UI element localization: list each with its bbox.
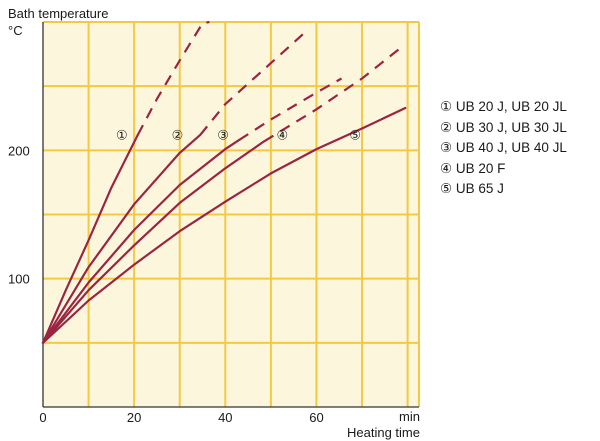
- legend-marker: ③: [440, 140, 453, 155]
- curve-solid-5: [41, 106, 407, 344]
- curve-solid-4: [41, 140, 266, 344]
- legend-label: UB 40 J, UB 40 JL: [455, 140, 567, 155]
- y-axis-label: Bath temperature: [8, 6, 108, 21]
- legend-marker: ②: [440, 119, 453, 135]
- legend-label: UB 30 J, UB 30 JL: [455, 119, 567, 135]
- x-axis-unit: min: [399, 409, 420, 424]
- legend-item: ③ UB 40 J, UB 40 JL: [440, 138, 567, 159]
- y-tick-label: 200: [8, 143, 30, 158]
- y-axis-unit: °C: [8, 23, 23, 38]
- legend-item: ② UB 30 J, UB 30 JL: [440, 118, 567, 139]
- legend-marker: ⑤: [440, 181, 453, 196]
- grid: [42, 21, 420, 408]
- curve-markers: ① ② ③ ④ ⑤: [116, 127, 361, 142]
- curve-solid-2: [41, 133, 202, 344]
- curve-dashed-1: [136, 20, 210, 136]
- curve-marker-4: ④: [276, 127, 288, 142]
- y-tick-label: 100: [8, 272, 30, 287]
- x-tick-label: 0: [39, 410, 46, 425]
- curve-dashed-3: [238, 77, 343, 142]
- curve-dashed-2: [199, 31, 306, 136]
- legend-item: ④ UB 20 F: [440, 159, 567, 180]
- curve-marker-5: ⑤: [349, 127, 361, 142]
- legend-marker: ①: [440, 99, 453, 114]
- x-tick-label: 60: [309, 410, 323, 425]
- legend-label: UB 65 J: [455, 181, 504, 196]
- x-tick-label: 40: [218, 410, 232, 425]
- tick-labels: 0 20 40 60 100 200: [8, 143, 324, 425]
- curve-solid-1: [41, 133, 139, 344]
- curve-solid-3: [41, 139, 241, 344]
- legend-item: ① UB 20 J, UB 20 JL: [440, 97, 567, 118]
- curve-marker-2: ②: [172, 127, 184, 142]
- curve-marker-1: ①: [116, 127, 128, 142]
- curves: [41, 20, 407, 344]
- legend: ① UB 20 J, UB 20 JL ② UB 30 J, UB 30 JL …: [440, 97, 567, 200]
- curve-marker-3: ③: [217, 127, 229, 142]
- x-tick-label: 20: [127, 410, 141, 425]
- legend-label: UB 20 J, UB 20 JL: [455, 99, 567, 114]
- x-axis-label: Heating time: [347, 425, 420, 440]
- legend-label: UB 20 F: [455, 160, 506, 176]
- curve-dashed-4: [263, 46, 402, 143]
- legend-item: ⑤ UB 65 J: [440, 179, 567, 200]
- legend-marker: ④: [440, 160, 453, 176]
